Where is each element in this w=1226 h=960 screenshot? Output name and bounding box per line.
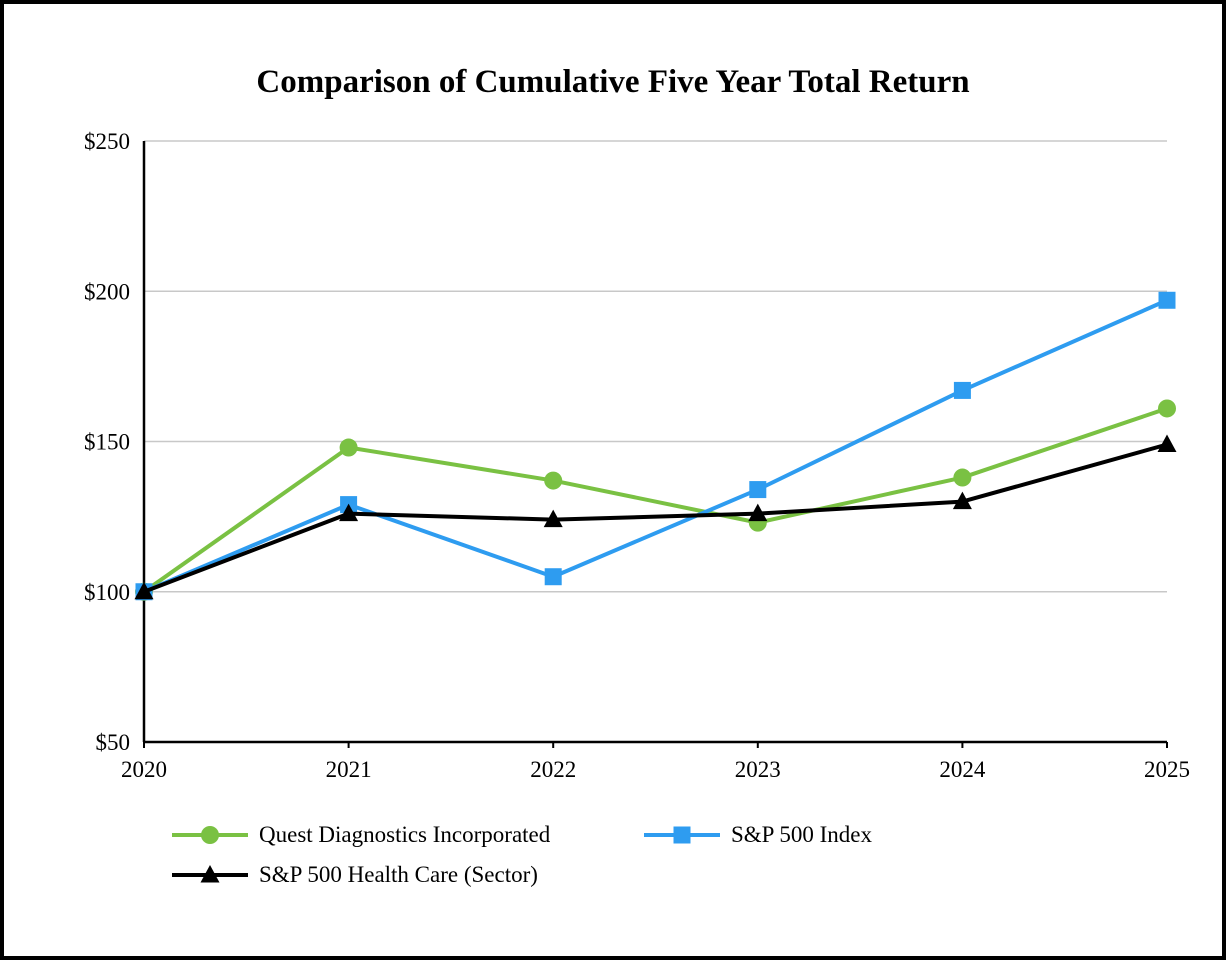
legend-swatch-square-icon — [644, 826, 720, 844]
series-line-0 — [142, 406, 1169, 594]
x-tick-label: 2024 — [939, 757, 986, 782]
marker-square-1-5 — [1158, 291, 1176, 309]
marker-circle-0-5 — [1158, 399, 1176, 418]
marker-triangle-2-3 — [748, 503, 768, 522]
y-tick-label: $50 — [96, 730, 131, 755]
marker-triangle-2-0 — [134, 581, 154, 600]
legend-swatch-triangle-icon — [172, 865, 248, 883]
marker-triangle-2-5 — [1157, 434, 1177, 453]
chart-legend: Quest Diagnostics Incorporated S&P 500 In… — [172, 822, 872, 888]
x-tick-label: 2023 — [735, 757, 781, 782]
chart-title: Comparison of Cumulative Five Year Total… — [256, 64, 970, 100]
y-tick-label: $150 — [84, 430, 130, 455]
marker-square-1-4 — [953, 381, 971, 399]
marker-circle-0-2 — [544, 471, 563, 490]
y-tick-label: $100 — [84, 580, 130, 605]
series-line-2 — [142, 442, 1169, 594]
line-chart-plot-area: $50 $100 $150 $200 $250 2020 2021 2022 2023 2024 2… — [84, 129, 1190, 782]
x-tick-label: 2022 — [530, 757, 576, 782]
series-line-1 — [142, 298, 1169, 594]
legend-label-0: Quest Diagnostics Incorporated — [259, 822, 551, 847]
y-tick-label: $250 — [84, 129, 130, 154]
legend-label-2: S&P 500 Health Care (Sector) — [259, 862, 538, 887]
legend-item-0: Quest Diagnostics Incorporated — [172, 822, 644, 848]
legend-item-1: S&P 500 Index — [644, 822, 872, 848]
legend-swatch-circle-icon — [172, 826, 248, 844]
marker-circle-0-1 — [339, 438, 358, 457]
marker-square-1-2 — [544, 568, 562, 586]
y-tick-label: $200 — [84, 279, 130, 304]
x-tick-label: 2025 — [1144, 757, 1190, 782]
marker-triangle-2-1 — [339, 503, 359, 522]
marker-circle-0-4 — [953, 468, 972, 487]
marker-triangle-2-2 — [543, 509, 563, 528]
marker-triangle-2-4 — [952, 491, 972, 510]
x-tick-label: 2020 — [121, 757, 167, 782]
x-tick-label: 2021 — [326, 757, 372, 782]
marker-square-1-3 — [749, 481, 767, 499]
legend-item-2: S&P 500 Health Care (Sector) — [172, 862, 644, 888]
legend-label-1: S&P 500 Index — [731, 822, 872, 847]
